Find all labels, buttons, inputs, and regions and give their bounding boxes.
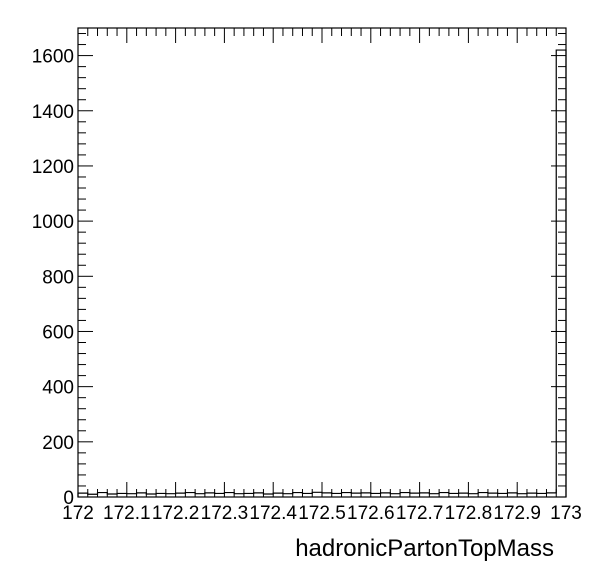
x-tick-label: 172.2 [152,503,200,524]
y-tick-label: 200 [42,433,74,454]
y-tick-label: 1200 [32,157,74,178]
plot-frame [77,27,567,498]
y-tick-label: 400 [42,378,74,399]
y-tick-label: 800 [42,267,74,288]
x-tick-labels: 172 172.1 172.2 172.3 172.4 172.5 172.6 172.7 17… [62,503,582,524]
x-tick-label: 172.8 [445,503,493,524]
y-tick-label: 1000 [32,212,74,233]
x-tick-label: 172.5 [298,503,346,524]
x-tick-label: 172.3 [201,503,249,524]
x-axis-title: hadronicPartonTopMass [295,535,554,562]
y-tick-label: 1600 [32,47,74,68]
x-tick-label: 172 [62,503,94,524]
y-tick-label: 1400 [32,102,74,123]
x-tick-label: 172.4 [249,503,297,524]
axis-ticks [77,28,567,498]
y-tick-label: 0 [63,488,74,509]
y-tick-label: 600 [42,322,74,343]
x-tick-label: 172.9 [493,503,541,524]
y-tick-labels: 0 200 400 600 800 1000 1200 1400 1600 [32,47,74,509]
x-tick-label: 172.1 [103,503,151,524]
x-tick-label: 172.7 [396,503,444,524]
x-tick-label: 173 [550,503,582,524]
histogram-line [77,49,567,497]
x-tick-label: 172.6 [347,503,395,524]
